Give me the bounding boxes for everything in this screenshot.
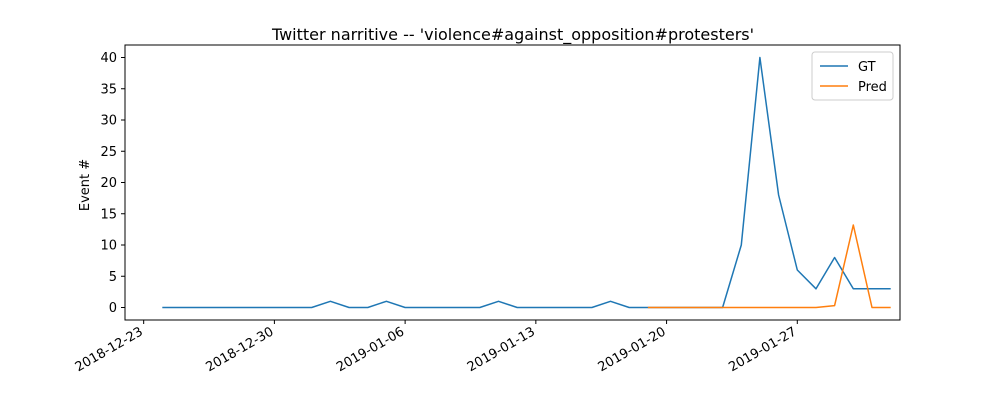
y-tick-label: 25 xyxy=(100,145,117,160)
x-tick-label: 2019-01-06 xyxy=(334,324,407,375)
plot-frame xyxy=(124,44,901,321)
legend-label-gt: GT xyxy=(858,60,876,75)
series-line-gt xyxy=(162,56,891,309)
legend: GT Pred xyxy=(811,51,894,101)
y-tick-label: 15 xyxy=(100,207,117,222)
y-tick-label: 40 xyxy=(100,51,117,66)
y-tick-label: 0 xyxy=(109,301,117,316)
legend-label-pred: Pred xyxy=(858,80,887,95)
y-tick-label: 5 xyxy=(109,270,117,285)
y-tick-label: 20 xyxy=(100,176,117,191)
y-axis-label: Event # xyxy=(78,159,93,211)
series-line-pred xyxy=(647,224,891,309)
y-tick-label: 10 xyxy=(100,239,117,254)
x-tick-label: 2019-01-13 xyxy=(465,324,538,375)
legend-box xyxy=(811,51,894,101)
plot-lines xyxy=(162,56,891,309)
x-axis: 2018-12-23 2018-12-30 2019-01-06 2019-01-13… xyxy=(73,320,799,375)
chart-title: Twitter narritive -- 'violence#against_o… xyxy=(271,25,754,45)
x-tick-label: 2019-01-20 xyxy=(596,324,669,375)
y-axis: 0 5 10 15 20 25 30 35 40 xyxy=(100,51,125,316)
x-tick-label: 2018-12-30 xyxy=(203,324,276,375)
x-tick-label: 2018-12-23 xyxy=(73,324,146,375)
y-tick-label: 35 xyxy=(100,82,117,97)
y-tick-label: 30 xyxy=(100,114,117,129)
x-tick-label: 2019-01-27 xyxy=(726,324,799,375)
